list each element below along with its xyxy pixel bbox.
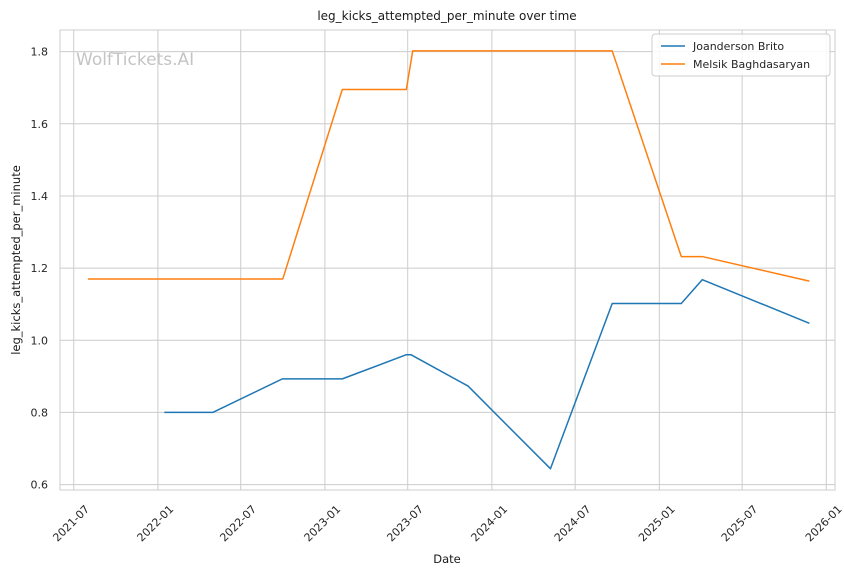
y-axis-label: leg_kicks_attempted_per_minute	[9, 165, 23, 355]
grid-lines	[60, 30, 835, 490]
y-tick-label: 0.6	[31, 479, 49, 492]
x-tick-label: 2023-07	[384, 503, 426, 545]
x-tick-label: 2024-07	[552, 503, 594, 545]
x-tick-label: 2023-01	[302, 503, 344, 545]
plot-area	[59, 29, 836, 491]
y-tick-label: 0.8	[31, 406, 49, 419]
x-tick-label: 2025-01	[636, 503, 678, 545]
legend-box	[651, 33, 831, 77]
chart-title: leg_kicks_attempted_per_minute over time	[317, 9, 576, 23]
x-tick-label: 2022-01	[135, 503, 177, 545]
series-lines	[87, 50, 810, 470]
legend: Joanderson Brito Melsik Baghdasaryan	[651, 33, 831, 77]
x-axis-label: Date	[433, 552, 461, 566]
x-tick-label: 2024-01	[469, 503, 511, 545]
watermark: WolfTickets.AI	[76, 50, 194, 70]
y-tick-label: 1.8	[31, 46, 49, 59]
x-tick-label: 2025-07	[719, 503, 761, 545]
legend-label-melsik-baghdasaryan: Melsik Baghdasaryan	[693, 58, 810, 71]
y-axis-ticks: 0.6 0.8 1.0 1.2 1.4 1.6 1.8	[31, 46, 49, 492]
x-tick-label: 2026-01	[803, 503, 844, 545]
y-tick-label: 1.2	[31, 262, 49, 275]
series-line-joanderson-brito	[164, 278, 810, 470]
x-axis-ticks: 2021-07 2022-01 2022-07 2023-01 2023-07 2024-…	[50, 503, 844, 545]
y-tick-label: 1.0	[31, 334, 49, 347]
y-tick-label: 1.4	[31, 190, 49, 203]
y-tick-label: 1.6	[31, 118, 49, 131]
x-tick-label: 2022-07	[217, 503, 259, 545]
x-tick-label: 2021-07	[50, 503, 92, 545]
series-line-melsik-baghdasaryan	[87, 50, 810, 282]
legend-label-joanderson-brito: Joanderson Brito	[692, 40, 784, 53]
